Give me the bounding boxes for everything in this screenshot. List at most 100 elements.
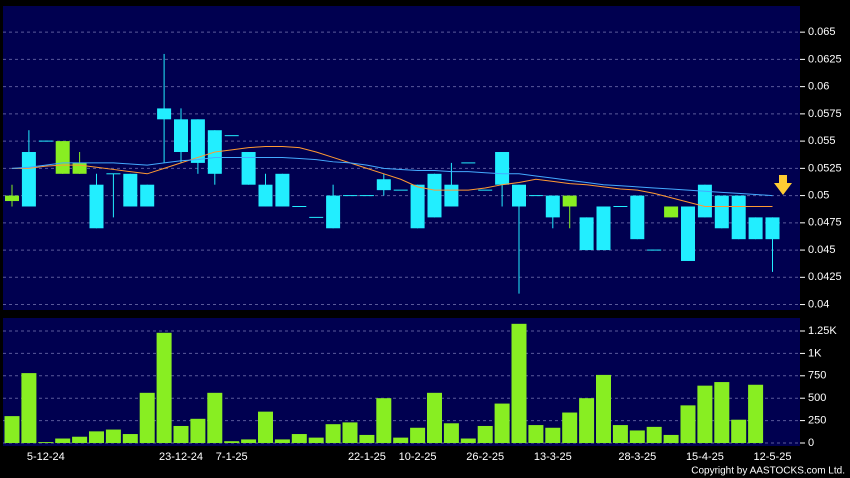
- volume-bar: [511, 323, 527, 443]
- volume-panel: [3, 318, 800, 446]
- volume-bar: [21, 373, 37, 443]
- candle-body: [596, 206, 611, 251]
- volume-bar: [460, 438, 476, 443]
- candle-body: [545, 195, 560, 218]
- y-tick-label: 0: [808, 437, 814, 449]
- volume-bar: [291, 434, 307, 443]
- y-tick-label: 0.04: [808, 298, 829, 310]
- volume-bar: [714, 382, 730, 443]
- volume-bar: [663, 434, 679, 443]
- candle-body: [21, 152, 36, 207]
- x-tick-label: 13-3-25: [534, 451, 572, 463]
- volume-bar: [477, 425, 493, 443]
- y-tick-label: 1.25K: [808, 325, 837, 337]
- volume-bar: [156, 332, 172, 443]
- candle-body: [326, 195, 341, 229]
- y-tick-label: 500: [808, 392, 826, 404]
- volume-bar: [4, 416, 20, 443]
- volume-bar: [731, 419, 747, 443]
- y-tick-label: 1K: [808, 347, 822, 359]
- x-tick-label: 5-12-24: [27, 451, 65, 463]
- x-tick-label: 26-2-25: [466, 451, 504, 463]
- moving-average: [12, 146, 773, 207]
- volume-bar: [55, 438, 71, 443]
- candle-body: [765, 217, 780, 240]
- candle-body: [731, 195, 746, 240]
- volume-bar: [359, 434, 375, 443]
- candle-body: [157, 108, 172, 120]
- candle-body: [123, 173, 138, 207]
- y-tick-label: 0.045: [808, 244, 836, 256]
- moving-average: [11, 156, 773, 197]
- arrow-icon: [774, 175, 792, 195]
- y-tick-label: 0.0625: [808, 53, 842, 65]
- x-tick-label: 28-3-25: [618, 451, 656, 463]
- x-tick-label: 23-12-24: [159, 451, 203, 463]
- volume-bar: [308, 437, 324, 443]
- volume-bar: [579, 398, 595, 443]
- candle-body: [748, 217, 763, 240]
- volume-bar: [105, 429, 121, 443]
- volume-bar: [224, 441, 240, 443]
- volume-bar: [342, 422, 358, 443]
- candle-body: [512, 184, 526, 207]
- volume-bar: [258, 411, 273, 443]
- candle-body: [140, 184, 155, 207]
- volume-bar: [122, 434, 138, 443]
- candle-body: [55, 141, 70, 174]
- volume-bar: [646, 426, 662, 443]
- y-tick-label: 750: [808, 370, 826, 382]
- volume-bar: [38, 442, 54, 443]
- candle-body: [241, 152, 256, 185]
- price-panel: [3, 6, 800, 310]
- candle-body: [714, 195, 729, 229]
- candle-body: [258, 184, 273, 207]
- volume-bar: [139, 392, 155, 443]
- candle-body: [410, 184, 425, 229]
- volume-bar: [443, 423, 459, 443]
- volume-bar: [190, 418, 206, 443]
- volume-bar: [596, 374, 611, 443]
- candle-body: [190, 119, 205, 163]
- volume-bar: [494, 403, 510, 443]
- volume-bar: [393, 437, 409, 443]
- volume-bar: [629, 430, 645, 443]
- volume-bar: [325, 424, 341, 443]
- candle-body: [562, 195, 577, 207]
- x-tick-label: 12-5-25: [754, 451, 792, 463]
- x-tick-label: 10-2-25: [399, 451, 437, 463]
- x-tick-label: 22-1-25: [348, 451, 386, 463]
- candle-body: [681, 206, 695, 261]
- volume-bar: [241, 439, 257, 443]
- copyright: Copyright by AASTOCKS.com Ltd.: [691, 466, 845, 477]
- volume-bar: [72, 436, 88, 443]
- volume-bar: [376, 398, 392, 443]
- volume-bar: [528, 425, 544, 443]
- volume-bar: [612, 425, 628, 443]
- y-tick-label: 0.055: [808, 135, 836, 147]
- y-tick-label: 0.0425: [808, 271, 842, 283]
- volume-bar: [748, 384, 764, 443]
- candle-body: [579, 217, 594, 251]
- candle-body: [664, 206, 679, 218]
- volume-bar: [562, 412, 578, 443]
- candle-body: [72, 162, 87, 174]
- volume-bar: [274, 439, 290, 443]
- y-tick-label: 0.065: [808, 26, 836, 38]
- volume-bar: [410, 427, 426, 443]
- candle-body: [174, 119, 188, 153]
- x-tick-label: 15-4-25: [686, 451, 724, 463]
- candle-body: [630, 195, 645, 240]
- y-tick-label: 250: [808, 415, 826, 427]
- y-tick-label: 0.0525: [808, 162, 842, 174]
- volume-bar: [697, 385, 713, 443]
- volume-bar: [545, 427, 561, 443]
- candle-body: [89, 184, 104, 229]
- volume-bar: [173, 425, 189, 443]
- volume-bar: [89, 431, 104, 443]
- y-tick-label: 0.06: [808, 81, 829, 93]
- x-tick-label: 7-1-25: [216, 451, 248, 463]
- y-tick-label: 0.05: [808, 189, 829, 201]
- candle-body: [697, 184, 712, 218]
